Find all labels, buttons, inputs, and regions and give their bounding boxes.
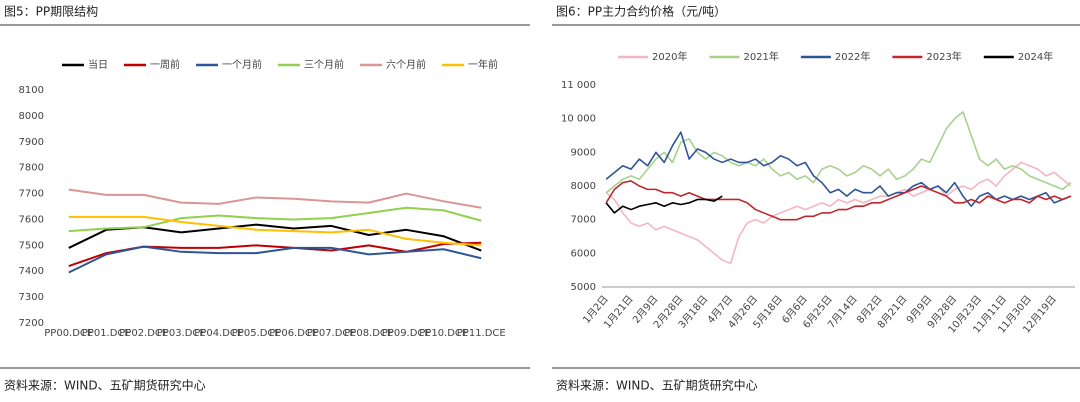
y-tick-label: 7800 [19, 163, 44, 174]
figure-title: 图6：PP主力合约价格（元/吨） [556, 4, 726, 19]
legend-label: 2022年 [835, 50, 870, 63]
legend-label: 当日 [88, 58, 108, 71]
y-tick-label: 7700 [19, 189, 44, 200]
legend-label: 2021年 [743, 50, 778, 63]
y-tick-label: 7000 [571, 215, 596, 226]
figure-title: 图5：PP期限结构 [4, 4, 98, 19]
y-tick-label: 8100 [19, 85, 44, 96]
legend-label: 2023年 [926, 50, 961, 63]
source-note: 资料来源：WIND、五矿期货研究中心 [556, 378, 758, 393]
legend-label: 一个月前 [222, 58, 262, 71]
y-tick-label: 5000 [571, 282, 596, 293]
y-tick-label: 11 000 [561, 80, 596, 91]
y-tick-label: 6000 [571, 248, 596, 259]
x-tick-label: PP10.DCE [419, 328, 468, 339]
source-note: 资料来源：WIND、五矿期货研究中心 [4, 378, 206, 393]
series-line [68, 241, 482, 267]
y-tick-label: 7500 [19, 240, 44, 251]
y-tick-label: 10 000 [561, 114, 596, 125]
x-tick-label: PP05.DCE [232, 328, 281, 339]
x-tick-label: PP03.DCE [157, 328, 206, 339]
x-tick-label: PP01.DCE [82, 328, 131, 339]
series-line [68, 188, 482, 209]
series-line [605, 180, 1072, 221]
y-tick-label: 7400 [19, 266, 44, 277]
series-line [605, 161, 1072, 265]
x-tick-label: PP07.DCE [307, 328, 356, 339]
series-line [68, 215, 482, 247]
x-tick-label: PP00.DCE [44, 328, 93, 339]
x-tick-label: PP11.DCE [457, 328, 506, 339]
y-tick-label: 9000 [571, 147, 596, 158]
legend-label: 2020年 [652, 50, 687, 63]
series-line [68, 206, 482, 233]
series-line [605, 195, 723, 214]
series-line [68, 245, 482, 274]
y-tick-label: 7900 [19, 137, 44, 148]
y-tick-label: 8000 [571, 181, 596, 192]
x-tick-label: PP09.DCE [382, 328, 431, 339]
legend-label: 一年前 [468, 58, 498, 71]
x-tick-label: PP08.DCE [344, 328, 393, 339]
legend-label: 2024年 [1018, 50, 1053, 63]
y-tick-label: 8000 [19, 111, 44, 122]
legend-label: 六个月前 [386, 58, 426, 71]
y-tick-label: 7600 [19, 214, 44, 225]
x-tick-label: PP06.DCE [269, 328, 318, 339]
y-tick-label: 7200 [19, 318, 44, 329]
y-tick-label: 7300 [19, 292, 44, 303]
legend-label: 三个月前 [304, 58, 344, 71]
series-line [605, 131, 1072, 207]
x-tick-label: PP04.DCE [194, 328, 243, 339]
legend-label: 一周前 [150, 58, 180, 71]
x-tick-label: PP02.DCE [119, 328, 168, 339]
